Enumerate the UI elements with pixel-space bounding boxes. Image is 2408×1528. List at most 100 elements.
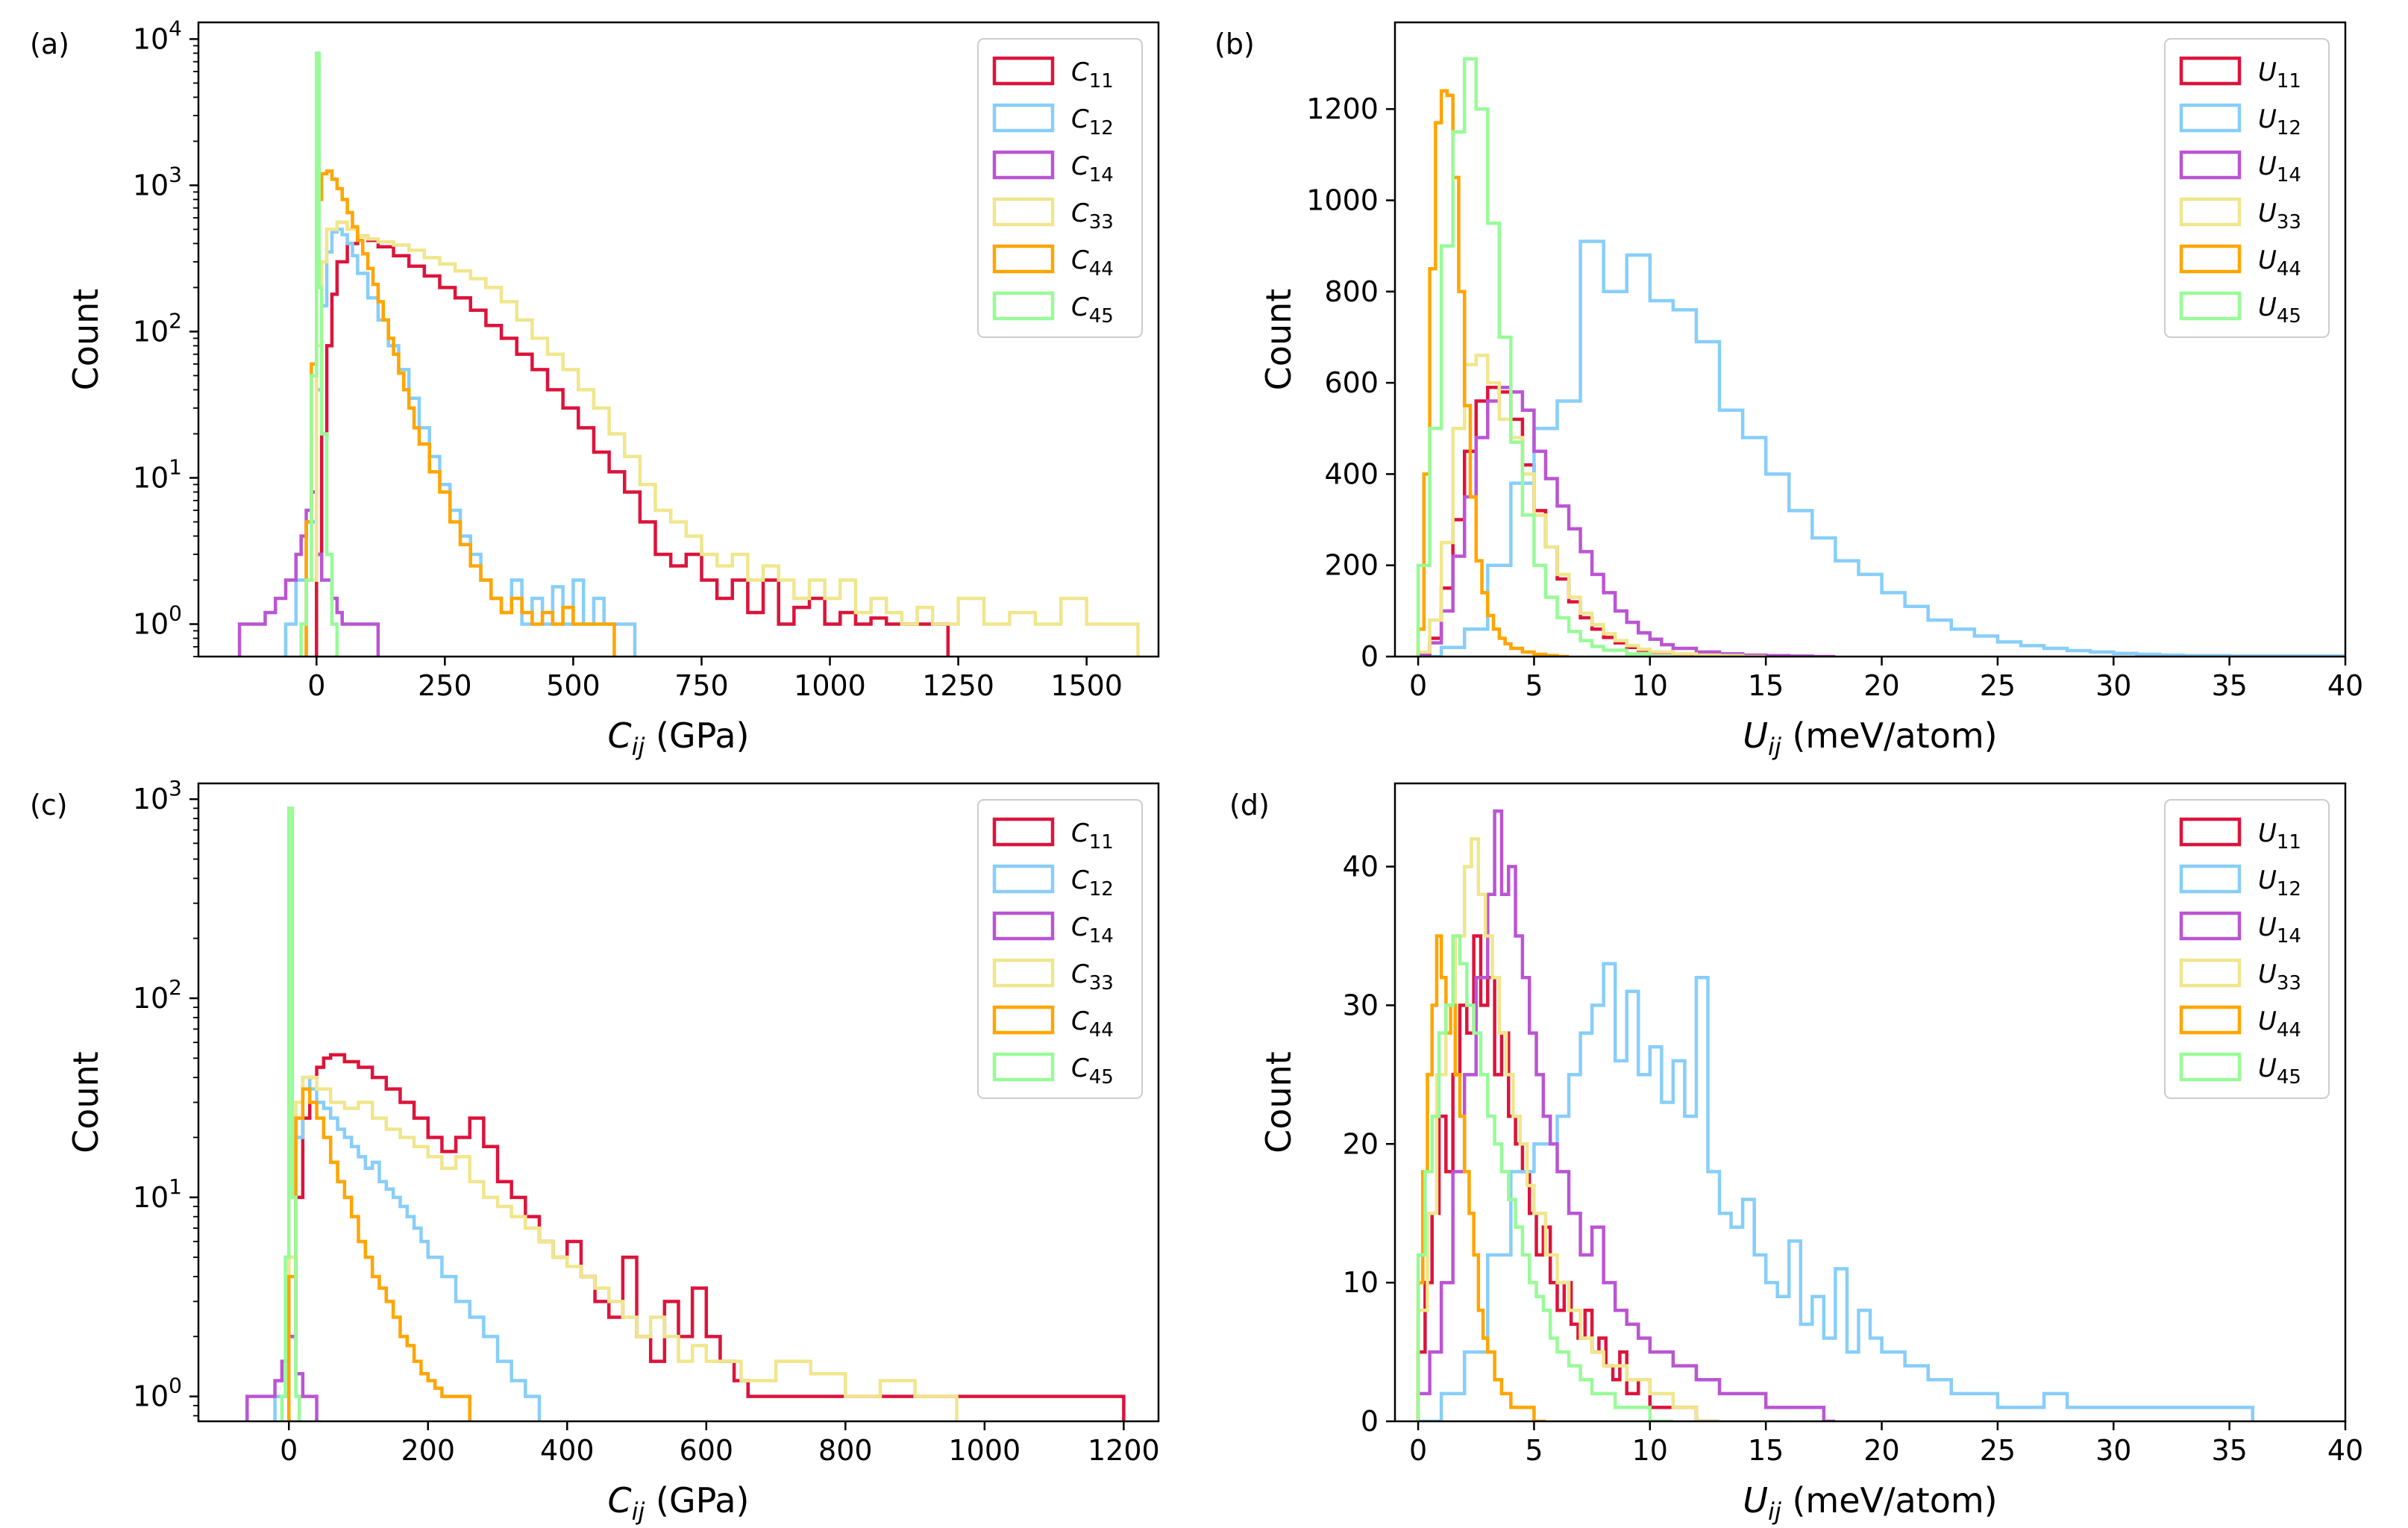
x-tick-label: 25: [1980, 1434, 2016, 1467]
x-tick-label: 400: [540, 1434, 595, 1467]
chart-panel-a: 0 250 500 750 1000 1250 1500100101102103104Cij…: [30, 16, 1160, 761]
x-tick-label: 15: [1748, 1434, 1784, 1467]
legend-subscript: 45: [2277, 305, 2301, 328]
x-tick-label: 30: [2095, 1434, 2131, 1467]
x-tick-label: 1000: [948, 1434, 1020, 1467]
legend-label-u44: U44: [2258, 1006, 2301, 1042]
legend-subscript: 14: [2277, 164, 2301, 187]
axis-subscript: ij: [1768, 1497, 1781, 1526]
series-group: [1416, 809, 2254, 1421]
axis-unit: (meV/atom): [1781, 716, 1998, 756]
legend-symbol: C: [1071, 151, 1089, 181]
y-tick-label: 200: [1324, 549, 1379, 582]
y-tick-label: 104: [133, 16, 182, 55]
legend-symbol: C: [1071, 1006, 1089, 1036]
legend-subscript: 33: [2277, 972, 2301, 995]
series-c45: [280, 807, 301, 1421]
legend-label-c12: C12: [1071, 865, 1114, 901]
y-tick-label: 1200: [1306, 93, 1379, 125]
tick-base: 10: [133, 783, 169, 815]
chart-panel-b: 0 5 10 15 20 25 30 35 40020040060080010001200Uij…: [1214, 21, 2363, 761]
legend-subscript: 12: [1089, 878, 1114, 901]
legend-label-c14: C14: [1071, 912, 1114, 948]
legend-subscript: 12: [2277, 878, 2301, 901]
x-tick-label: 25: [1980, 669, 2016, 702]
x-tick-label: 800: [818, 1434, 873, 1467]
y-tick-label: 30: [1343, 989, 1379, 1021]
legend-label-u45: U45: [2258, 1053, 2301, 1089]
legend-symbol: C: [1071, 292, 1089, 322]
legend-swatch-u44: [2179, 244, 2242, 274]
y-tick-label: 100: [133, 1374, 182, 1413]
x-tick-label: 35: [2211, 669, 2247, 702]
legend-swatch-u14: [2179, 911, 2242, 941]
legend-swatch-u11: [2179, 817, 2242, 847]
tick-base: 10: [133, 608, 169, 641]
legend-subscript: 44: [2277, 258, 2301, 281]
series-u45: [1416, 57, 1673, 657]
legend-subscript: 45: [1089, 1066, 1114, 1089]
legend-swatch-u45: [2179, 1052, 2242, 1082]
axes-frame: [1393, 782, 2347, 1423]
legend-subscript: 33: [1089, 211, 1114, 234]
series-u14: [1416, 385, 1836, 657]
series-c12: [273, 1075, 542, 1421]
series-u12: [1418, 962, 2254, 1421]
y-tick-label: 0: [1361, 640, 1379, 673]
legend-label-c45: C45: [1071, 292, 1114, 328]
series-c44: [286, 1087, 471, 1421]
tick-exponent: 1: [169, 1174, 182, 1199]
x-tick-label: 750: [674, 669, 729, 702]
x-tick-label: 500: [546, 669, 601, 702]
legend-symbol: U: [2258, 865, 2277, 895]
panel-label: (d): [1229, 789, 1270, 821]
y-tick-label: 0: [1361, 1405, 1379, 1438]
legend-symbol: U: [2258, 245, 2277, 275]
x-tick-label: 20: [1863, 669, 1899, 702]
panel-label: (a): [30, 28, 69, 60]
legend-swatch-c12: [992, 103, 1055, 133]
x-axis-label: Cij (GPa): [608, 716, 750, 761]
tick-base: 10: [133, 1380, 169, 1413]
tick-exponent: 2: [169, 975, 182, 1000]
legend-symbol: U: [2258, 912, 2277, 942]
series-group: [237, 51, 1140, 657]
tick-exponent: 4: [169, 16, 182, 40]
legend-symbol: U: [2258, 818, 2277, 848]
legend-subscript: 11: [1089, 831, 1114, 854]
legend-label-c33: C33: [1071, 959, 1114, 995]
y-tick-label: 101: [133, 454, 182, 494]
y-axis-label: Count: [1258, 1051, 1299, 1153]
legend-swatch-c45: [992, 291, 1055, 321]
tick-base: 10: [133, 461, 169, 494]
legend-symbol: C: [1071, 1053, 1089, 1083]
legend-swatch-u45: [2179, 291, 2242, 321]
legend-label-c44: C44: [1071, 1006, 1114, 1042]
legend-symbol: C: [1071, 245, 1089, 275]
axes-frame: [197, 21, 1160, 658]
axis-symbol: U: [1743, 716, 1768, 756]
legend-symbol: C: [1071, 912, 1089, 942]
series-u33: [1416, 354, 1766, 657]
legend-symbol: C: [1071, 104, 1089, 134]
y-tick-label: 800: [1324, 275, 1379, 308]
legend-subscript: 33: [1089, 972, 1114, 995]
legend-subscript: 14: [1089, 925, 1114, 948]
series-c12: [283, 228, 637, 657]
panel-label: (c): [30, 789, 68, 821]
legend-subscript: 33: [2277, 211, 2301, 234]
tick-base: 10: [133, 1181, 169, 1214]
tick-base: 10: [133, 315, 169, 348]
legend-swatch-u12: [2179, 103, 2242, 133]
legend-subscript: 44: [2277, 1019, 2301, 1042]
series-c33: [304, 220, 1140, 657]
legend-label-c11: C11: [1071, 818, 1114, 854]
legend-subscript: 45: [1089, 305, 1114, 328]
legend-swatch-c14: [992, 911, 1055, 941]
axis-subscript: ij: [632, 1497, 645, 1526]
legend-subscript: 12: [2277, 117, 2301, 140]
legend-swatch-u44: [2179, 1005, 2242, 1035]
